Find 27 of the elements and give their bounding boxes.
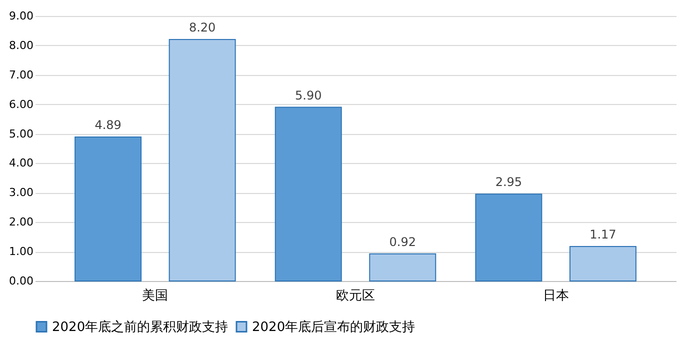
y-tick-label: 6.00 <box>9 98 34 111</box>
legend-label: 2020年底之前的累积财政支持 <box>52 320 228 335</box>
data-label: 5.90 <box>295 88 322 102</box>
y-tick-label: 5.00 <box>9 127 34 140</box>
data-label: 8.20 <box>188 20 216 35</box>
bar <box>168 39 236 282</box>
data-label: 0.92 <box>389 234 416 249</box>
y-tick-label: 2.00 <box>9 216 34 229</box>
data-label: 2.95 <box>495 175 522 190</box>
y-tick-label: 1.00 <box>9 245 34 258</box>
y-tick-label: 0.00 <box>9 274 34 288</box>
x-tick-label: 欧元区 <box>336 288 375 304</box>
x-tick-label: 美国 <box>142 288 168 304</box>
y-tick-label: 8.00 <box>9 38 34 52</box>
legend-label: 2020年底后宣布的财政支持 <box>252 318 416 335</box>
y-tick-label: 3.00 <box>9 186 34 200</box>
bar <box>274 106 342 282</box>
bar <box>475 194 542 282</box>
data-label: 1.17 <box>590 228 616 242</box>
bar <box>569 246 636 282</box>
y-tick-label: 4.00 <box>9 156 34 170</box>
bar <box>369 253 436 282</box>
bar <box>74 136 142 282</box>
y-tick-label: 9.00 <box>9 10 34 22</box>
x-tick-label: 日本 <box>542 288 569 304</box>
y-tick-label: 7.00 <box>9 68 34 82</box>
data-label: 4.89 <box>94 118 122 132</box>
